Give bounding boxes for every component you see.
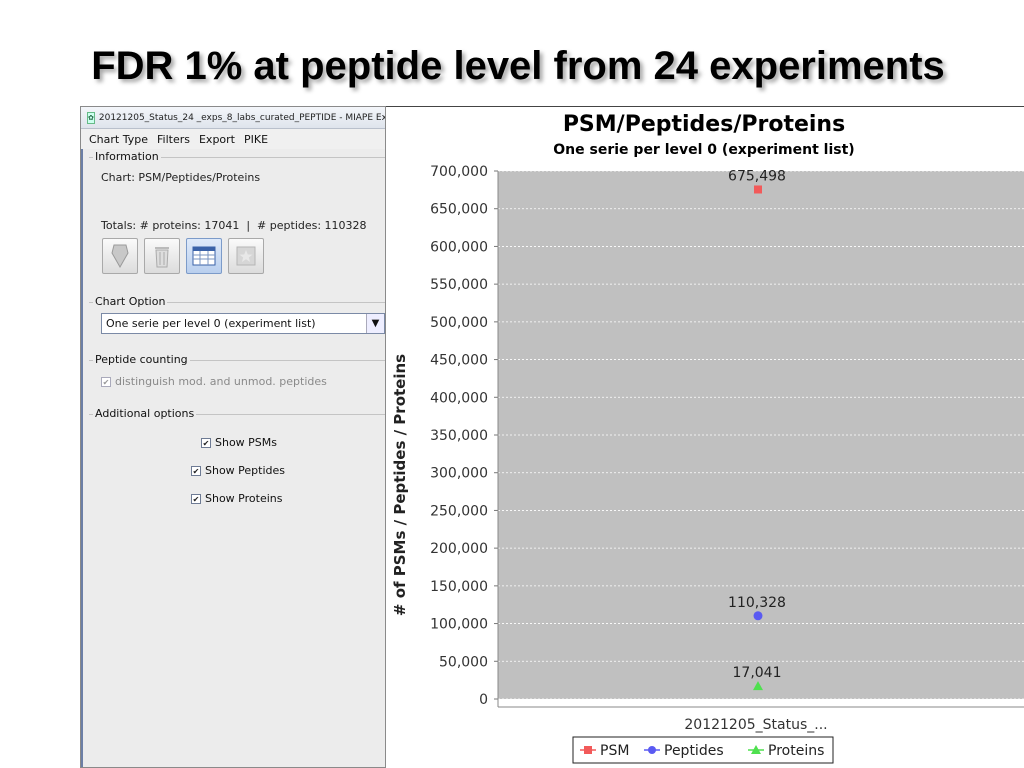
- table-icon: [192, 246, 216, 266]
- app-icon: ✿: [87, 111, 95, 124]
- table-view-button[interactable]: [186, 238, 222, 274]
- data-point-peptides: [753, 611, 763, 621]
- menu-filters[interactable]: Filters: [157, 132, 190, 146]
- y-tick-label: 600,000: [430, 239, 488, 255]
- chart-option-value: One serie per level 0 (experiment list): [106, 317, 316, 330]
- legend-label: PSM: [600, 743, 629, 759]
- legend-label: Peptides: [664, 743, 724, 759]
- distinguish-mod-checkbox[interactable]: ✔ distinguish mod. and unmod. peptides: [101, 375, 327, 388]
- chart-panel: PSM/Peptides/Proteins One serie per leve…: [386, 106, 1024, 768]
- legend-label: Proteins: [768, 743, 824, 759]
- favorite-button[interactable]: [228, 238, 264, 274]
- menu-pike[interactable]: PIKE: [244, 132, 269, 146]
- show-peptides-label: Show Peptides: [205, 464, 286, 477]
- chart-title: PSM/Peptides/Proteins: [563, 112, 845, 137]
- funnel-icon: [111, 244, 129, 269]
- window-title: 20121205_Status_24 _exps_8_labs_curated_…: [98, 112, 385, 123]
- information-label: Information: [93, 150, 161, 163]
- chart-option-select[interactable]: One serie per level 0 (experiment list) …: [101, 313, 385, 334]
- x-tick-label: 20121205_Status_...: [684, 717, 827, 733]
- information-group: Information: [89, 150, 385, 163]
- window-titlebar[interactable]: ✿ 20121205_Status_24 _exps_8_labs_curate…: [81, 107, 385, 129]
- chart-info-text: Chart: PSM/Peptides/Proteins: [101, 171, 261, 184]
- menu-export[interactable]: Export: [198, 132, 235, 146]
- checkmark-icon: ✔: [191, 465, 201, 476]
- distinguish-mod-label: distinguish mod. and unmod. peptides: [115, 375, 327, 388]
- y-tick-label: 700,000: [430, 164, 488, 180]
- slide-title: FDR 1% at peptide level from 24 experime…: [91, 44, 945, 88]
- y-tick-label: 300,000: [430, 466, 488, 482]
- menu-chart-type[interactable]: Chart Type: [89, 132, 148, 146]
- y-tick-label: 250,000: [430, 503, 488, 519]
- star-icon: [236, 246, 256, 266]
- show-peptides-checkbox[interactable]: ✔ Show Peptides: [191, 464, 285, 477]
- peptide-counting-label: Peptide counting: [93, 353, 190, 366]
- y-tick-label: 150,000: [430, 579, 488, 595]
- peptide-counting-group: Peptide counting: [89, 353, 385, 366]
- chart-option-label: Chart Option: [93, 295, 168, 308]
- y-tick-label: 550,000: [430, 277, 488, 293]
- data-point-psm: [754, 185, 762, 194]
- y-tick-label: 50,000: [439, 654, 488, 670]
- chart-option-group: Chart Option: [89, 295, 385, 308]
- checkmark-icon: ✔: [191, 493, 201, 504]
- chart-svg: PSM/Peptides/Proteins One serie per leve…: [391, 112, 1024, 764]
- show-psms-label: Show PSMs: [215, 436, 278, 449]
- trash-icon: [155, 247, 169, 268]
- legend-box: [572, 736, 834, 764]
- data-label: 17,041: [733, 665, 782, 681]
- checkmark-icon: ✔: [101, 376, 111, 387]
- additional-options-label: Additional options: [93, 407, 197, 420]
- legend-marker: [648, 746, 656, 754]
- filter-button[interactable]: [102, 238, 138, 274]
- data-label: 675,498: [728, 168, 786, 184]
- totals-text: Totals: # proteins: 17041 | # peptides: …: [101, 219, 367, 232]
- y-tick-label: 450,000: [430, 353, 488, 369]
- additional-options-group: Additional options: [89, 407, 385, 420]
- data-point-proteins: [753, 681, 763, 691]
- y-tick-label: 650,000: [430, 202, 488, 218]
- y-axis-label: # of PSMs / Peptides / Proteins: [391, 354, 409, 616]
- chevron-down-icon[interactable]: ▼: [366, 314, 384, 333]
- app-window: ✿ 20121205_Status_24 _exps_8_labs_curate…: [80, 106, 386, 768]
- show-proteins-checkbox[interactable]: ✔ Show Proteins: [191, 492, 282, 505]
- y-tick-label: 500,000: [430, 315, 488, 331]
- menu-bar: Chart Type Filters Export PIKE: [81, 129, 385, 149]
- y-tick-label: 400,000: [430, 390, 488, 406]
- data-label: 110,328: [728, 595, 786, 611]
- legend-marker: [751, 745, 761, 754]
- y-tick-label: 100,000: [430, 617, 488, 633]
- chart-subtitle: One serie per level 0 (experiment list): [553, 142, 854, 158]
- legend-marker: [584, 746, 592, 754]
- plot-background: [498, 171, 1024, 699]
- y-tick-label: 0: [479, 692, 488, 708]
- show-proteins-label: Show Proteins: [205, 492, 283, 505]
- delete-button[interactable]: [144, 238, 180, 274]
- checkmark-icon: ✔: [201, 437, 211, 448]
- y-tick-label: 200,000: [430, 541, 488, 557]
- show-psms-checkbox[interactable]: ✔ Show PSMs: [201, 436, 277, 449]
- y-tick-label: 350,000: [430, 428, 488, 444]
